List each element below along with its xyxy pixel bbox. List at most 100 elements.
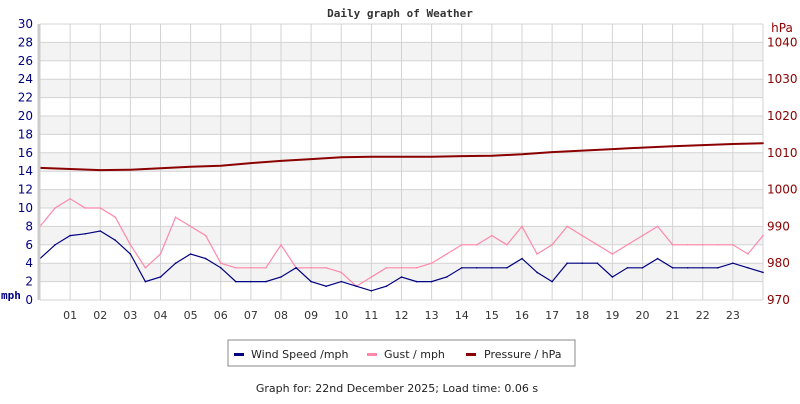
wind-speed-point bbox=[430, 280, 433, 283]
gust-point bbox=[521, 225, 523, 228]
gust-point bbox=[114, 216, 117, 218]
gust-point bbox=[566, 225, 568, 228]
wind-speed-point bbox=[701, 267, 704, 269]
wind-speed-point bbox=[310, 280, 312, 283]
gust-point bbox=[250, 267, 252, 269]
gust-point bbox=[340, 271, 343, 274]
left-tick-label: 14 bbox=[18, 164, 33, 178]
gust-point bbox=[430, 262, 433, 265]
gust-point bbox=[189, 225, 192, 228]
x-tick-label: 14 bbox=[455, 309, 469, 322]
wind-speed-point bbox=[204, 257, 207, 260]
pressure-point bbox=[551, 151, 553, 153]
right-tick-label: 970 bbox=[767, 293, 790, 307]
right-tick-label: 1000 bbox=[767, 183, 798, 197]
gust-point bbox=[701, 244, 704, 246]
wind-speed-point bbox=[686, 267, 689, 269]
x-tick-label: 15 bbox=[485, 309, 499, 322]
wind-speed-point bbox=[174, 262, 177, 265]
wind-speed-point bbox=[219, 267, 222, 269]
pressure-point bbox=[219, 164, 222, 167]
x-tick-label: 16 bbox=[515, 309, 529, 322]
x-tick-label: 12 bbox=[395, 309, 409, 322]
legend-box bbox=[227, 339, 576, 367]
left-tick-label: 6 bbox=[25, 238, 33, 252]
left-tick-label: 30 bbox=[18, 17, 33, 31]
gust-point bbox=[129, 244, 132, 246]
wind-speed-point bbox=[114, 239, 117, 241]
pressure-point bbox=[762, 142, 764, 145]
x-tick-label: 13 bbox=[425, 309, 439, 322]
x-tick-label: 18 bbox=[575, 309, 589, 322]
wind-speed-point bbox=[325, 285, 327, 288]
gust-point bbox=[219, 262, 222, 265]
left-tick-label: 22 bbox=[18, 91, 33, 105]
left-tick-label: 24 bbox=[18, 72, 33, 86]
gust-point bbox=[626, 244, 629, 246]
x-tick-label: 08 bbox=[274, 309, 288, 322]
x-tick-label: 22 bbox=[696, 309, 710, 322]
left-tick-label: 26 bbox=[18, 54, 33, 68]
wind-speed-point bbox=[566, 262, 568, 265]
wind-speed-point bbox=[445, 276, 448, 278]
gust-point bbox=[385, 267, 388, 269]
wind-speed-point bbox=[506, 267, 508, 269]
wind-speed-point bbox=[340, 280, 343, 283]
gust-point bbox=[400, 267, 403, 269]
gust-point bbox=[596, 244, 599, 246]
gust-point bbox=[717, 244, 719, 246]
wind-speed-point bbox=[250, 280, 252, 283]
wind-speed-point bbox=[159, 276, 162, 278]
left-tick-label: 4 bbox=[25, 256, 33, 270]
x-tick-label: 04 bbox=[154, 309, 168, 322]
left-tick-label: 10 bbox=[18, 201, 33, 215]
gust-point bbox=[686, 244, 689, 246]
gust-point bbox=[445, 253, 448, 255]
wind-speed-point bbox=[762, 271, 764, 274]
wind-speed-point bbox=[671, 267, 674, 269]
pressure-point bbox=[581, 149, 584, 152]
wind-speed-point bbox=[641, 267, 644, 269]
gust-point bbox=[310, 267, 312, 269]
pressure-point bbox=[611, 148, 614, 150]
gust-point bbox=[732, 244, 734, 246]
x-tick-label: 10 bbox=[334, 309, 348, 322]
wind-speed-point bbox=[596, 262, 599, 265]
gust-point bbox=[54, 207, 56, 209]
pressure-point bbox=[671, 145, 674, 147]
wind-speed-point bbox=[400, 276, 403, 278]
x-tick-label: 23 bbox=[726, 309, 740, 322]
gust-point bbox=[747, 253, 749, 255]
x-tick-label: 05 bbox=[184, 309, 198, 322]
pressure-point bbox=[250, 162, 252, 164]
gust-point bbox=[325, 267, 327, 269]
x-tick-label: 17 bbox=[545, 309, 559, 322]
legend-label-gust: Gust / mph bbox=[384, 348, 445, 361]
gust-point bbox=[69, 198, 71, 200]
wind-speed-point bbox=[370, 290, 373, 292]
gust-point bbox=[280, 244, 282, 246]
legend-label-pressure: Pressure / hPa bbox=[484, 348, 562, 361]
gust-point bbox=[762, 234, 764, 237]
x-tick-label: 06 bbox=[214, 309, 228, 322]
x-tick-label: 21 bbox=[666, 309, 680, 322]
wind-speed-point bbox=[415, 280, 418, 283]
footer-text: Graph for: 22nd December 2025; Load time… bbox=[256, 382, 538, 395]
wind-speed-point bbox=[54, 244, 56, 246]
wind-speed-point bbox=[551, 280, 553, 283]
pressure-point bbox=[701, 144, 704, 146]
wind-speed-point bbox=[355, 285, 358, 288]
gust-point bbox=[536, 253, 538, 255]
left-tick-label: 0 bbox=[25, 293, 33, 307]
pressure-point bbox=[99, 169, 102, 171]
wind-speed-point bbox=[476, 267, 478, 269]
legend-swatch-wind bbox=[234, 353, 244, 356]
wind-speed-point bbox=[99, 230, 102, 232]
gust-point bbox=[99, 207, 102, 209]
legend-swatch-pressure bbox=[466, 353, 476, 356]
legend-label-wind: Wind Speed /mph bbox=[251, 348, 349, 361]
gust-point bbox=[506, 244, 508, 246]
gust-point bbox=[656, 225, 659, 228]
pressure-point bbox=[340, 156, 343, 159]
gust-point bbox=[611, 253, 614, 255]
